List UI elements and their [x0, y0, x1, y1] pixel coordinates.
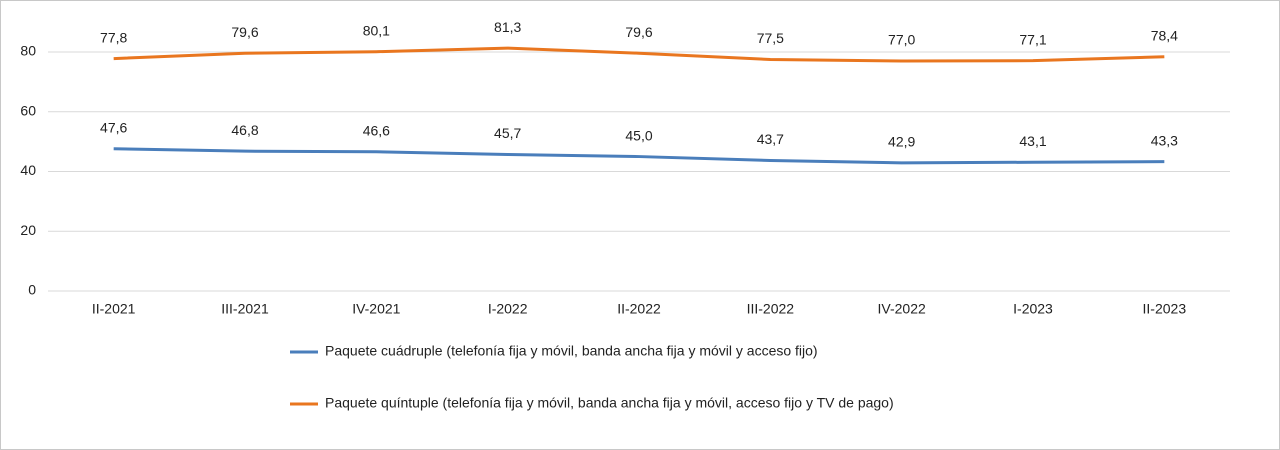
x-tick-label: I-2023 [1013, 301, 1053, 317]
data-label: 46,6 [363, 122, 390, 138]
data-label: 47,6 [100, 119, 127, 135]
x-tick-label: IV-2021 [352, 301, 400, 317]
legend-label: Paquete cuádruple (telefonía fija y móvi… [325, 343, 818, 359]
data-label: 43,1 [1019, 133, 1046, 149]
y-tick-label: 40 [20, 162, 36, 178]
x-tick-label: III-2021 [221, 301, 269, 317]
data-label: 42,9 [888, 134, 915, 150]
y-tick-label: 60 [20, 102, 36, 118]
data-label: 78,4 [1151, 27, 1178, 43]
data-label: 77,1 [1019, 31, 1046, 47]
x-tick-label: IV-2022 [878, 301, 926, 317]
data-label: 43,3 [1151, 132, 1178, 148]
x-tick-label: II-2023 [1143, 301, 1187, 317]
data-label: 43,7 [757, 131, 784, 147]
data-label: 81,3 [494, 19, 521, 35]
data-label: 77,5 [757, 30, 784, 46]
x-tick-label: II-2021 [92, 301, 136, 317]
series-line [113, 147, 1165, 165]
data-label: 77,0 [888, 32, 915, 48]
legend-label: Paquete quíntuple (telefonía fija y móvi… [325, 395, 894, 411]
series-line [113, 46, 1165, 63]
data-label: 79,6 [625, 24, 652, 40]
data-label: 80,1 [363, 22, 390, 38]
data-label: 46,8 [231, 122, 258, 138]
data-label: 45,7 [494, 125, 521, 141]
x-tick-label: II-2022 [617, 301, 661, 317]
data-label: 45,0 [625, 127, 652, 143]
y-tick-label: 80 [20, 43, 36, 59]
data-label: 79,6 [231, 24, 258, 40]
y-tick-label: 0 [28, 282, 36, 298]
x-tick-label: III-2022 [747, 301, 795, 317]
data-label: 77,8 [100, 29, 127, 45]
x-tick-label: I-2022 [488, 301, 528, 317]
y-tick-label: 20 [20, 222, 36, 238]
